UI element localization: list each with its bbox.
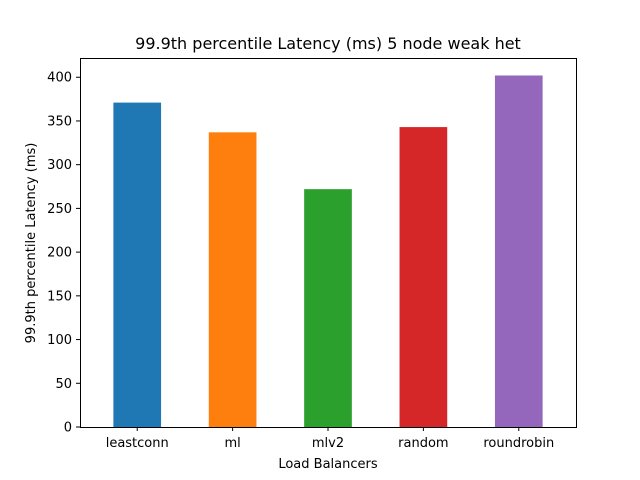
bars-group: [113, 75, 543, 428]
y-tick-label: 250: [47, 202, 72, 217]
bar-leastconn: [113, 102, 162, 427]
x-axis-ticks: leastconn ml mlv2 random roundrobin: [106, 427, 554, 451]
x-axis-label: Load Balancers: [278, 457, 378, 472]
y-tick-label: 150: [47, 289, 72, 304]
y-tick-label: 50: [55, 377, 72, 392]
y-tick-label: 100: [47, 333, 72, 348]
y-tick-label: 200: [47, 246, 72, 261]
y-tick-label: 300: [47, 158, 72, 173]
chart-title: 99.9th percentile Latency (ms) 5 node we…: [135, 34, 521, 53]
x-tick-label: random: [398, 436, 448, 451]
x-tick-label: leastconn: [106, 436, 169, 451]
bar-random: [399, 127, 448, 428]
y-axis-ticks: 0 50 100 150 200 250 300 350 400: [47, 71, 80, 436]
x-tick-label: mlv2: [312, 436, 344, 451]
y-tick-label: 350: [47, 114, 72, 129]
x-tick-label: ml: [224, 436, 240, 451]
bar-roundrobin: [494, 75, 543, 427]
plot-frame: [80, 58, 577, 428]
bar-mlv2: [304, 189, 352, 427]
x-tick-label: roundrobin: [483, 436, 554, 451]
y-tick-label: 400: [47, 71, 72, 86]
y-tick-label: 0: [64, 421, 72, 436]
bar-ml: [208, 132, 257, 427]
y-axis-label: 99.9th percentile Latency (ms): [24, 143, 39, 344]
